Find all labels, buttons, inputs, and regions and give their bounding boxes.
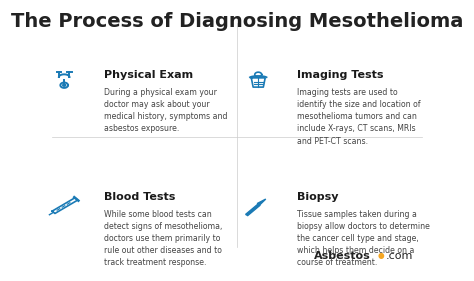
Polygon shape [246, 204, 260, 216]
Polygon shape [257, 199, 266, 205]
Text: ●: ● [378, 251, 384, 260]
Polygon shape [63, 84, 66, 86]
Text: Physical Exam: Physical Exam [104, 70, 193, 80]
Text: While some blood tests can
detect signs of mesothelioma,
doctors use them primar: While some blood tests can detect signs … [104, 210, 222, 267]
Text: During a physical exam your
doctor may ask about your
medical history, symptoms : During a physical exam your doctor may a… [104, 88, 227, 133]
Text: Imaging tests are used to
identify the size and location of
mesothelioma tumors : Imaging tests are used to identify the s… [297, 88, 420, 146]
Text: The Process of Diagnosing Mesothelioma: The Process of Diagnosing Mesothelioma [11, 12, 463, 31]
Text: Tissue samples taken during a
biopsy allow doctors to determine
the cancer cell : Tissue samples taken during a biopsy all… [297, 210, 430, 267]
Text: Asbestos: Asbestos [314, 251, 371, 261]
Text: Blood Tests: Blood Tests [104, 192, 175, 202]
Text: .com: .com [386, 251, 413, 261]
Text: Biopsy: Biopsy [297, 192, 338, 202]
Text: Imaging Tests: Imaging Tests [297, 70, 383, 80]
